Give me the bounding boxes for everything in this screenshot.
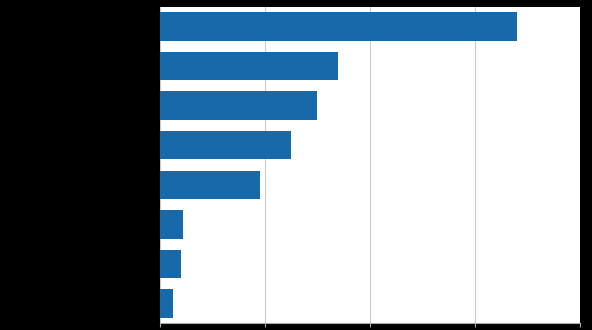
Bar [160, 210, 184, 239]
Bar [160, 171, 260, 199]
Bar [160, 131, 291, 159]
Bar [160, 91, 317, 120]
Bar [160, 12, 517, 41]
Bar [160, 289, 173, 318]
Bar [160, 250, 181, 278]
Bar [160, 52, 339, 80]
